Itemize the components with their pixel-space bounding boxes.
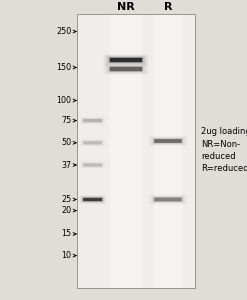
Text: 75: 75: [62, 116, 72, 125]
FancyBboxPatch shape: [154, 139, 182, 143]
FancyBboxPatch shape: [107, 56, 145, 64]
FancyBboxPatch shape: [83, 163, 102, 167]
FancyBboxPatch shape: [110, 67, 142, 71]
FancyBboxPatch shape: [109, 57, 143, 63]
Text: 10: 10: [62, 251, 72, 260]
Bar: [110, 14, 142, 288]
Text: 20: 20: [62, 206, 72, 215]
FancyBboxPatch shape: [82, 196, 104, 202]
FancyBboxPatch shape: [154, 197, 182, 202]
FancyBboxPatch shape: [83, 198, 102, 201]
Text: 100: 100: [57, 96, 72, 105]
Text: 250: 250: [56, 27, 72, 36]
FancyBboxPatch shape: [107, 65, 145, 73]
Text: 25: 25: [62, 195, 72, 204]
FancyBboxPatch shape: [152, 196, 184, 203]
FancyBboxPatch shape: [83, 141, 102, 144]
Text: 50: 50: [62, 138, 72, 147]
Bar: [154, 14, 182, 288]
FancyBboxPatch shape: [152, 138, 184, 144]
FancyBboxPatch shape: [154, 197, 182, 202]
Text: NR: NR: [117, 2, 135, 13]
Text: 2ug loading
NR=Non-
reduced
R=reduced: 2ug loading NR=Non- reduced R=reduced: [201, 128, 247, 173]
Text: 15: 15: [62, 230, 72, 238]
Text: 37: 37: [62, 160, 72, 169]
FancyBboxPatch shape: [82, 197, 103, 202]
FancyBboxPatch shape: [110, 58, 142, 62]
Bar: [77, 14, 195, 288]
FancyBboxPatch shape: [109, 66, 143, 72]
Polygon shape: [77, 14, 195, 288]
FancyBboxPatch shape: [81, 196, 105, 203]
Text: 150: 150: [57, 63, 72, 72]
FancyBboxPatch shape: [83, 119, 102, 122]
FancyBboxPatch shape: [154, 138, 182, 143]
FancyBboxPatch shape: [105, 55, 147, 65]
Text: R: R: [164, 2, 172, 13]
